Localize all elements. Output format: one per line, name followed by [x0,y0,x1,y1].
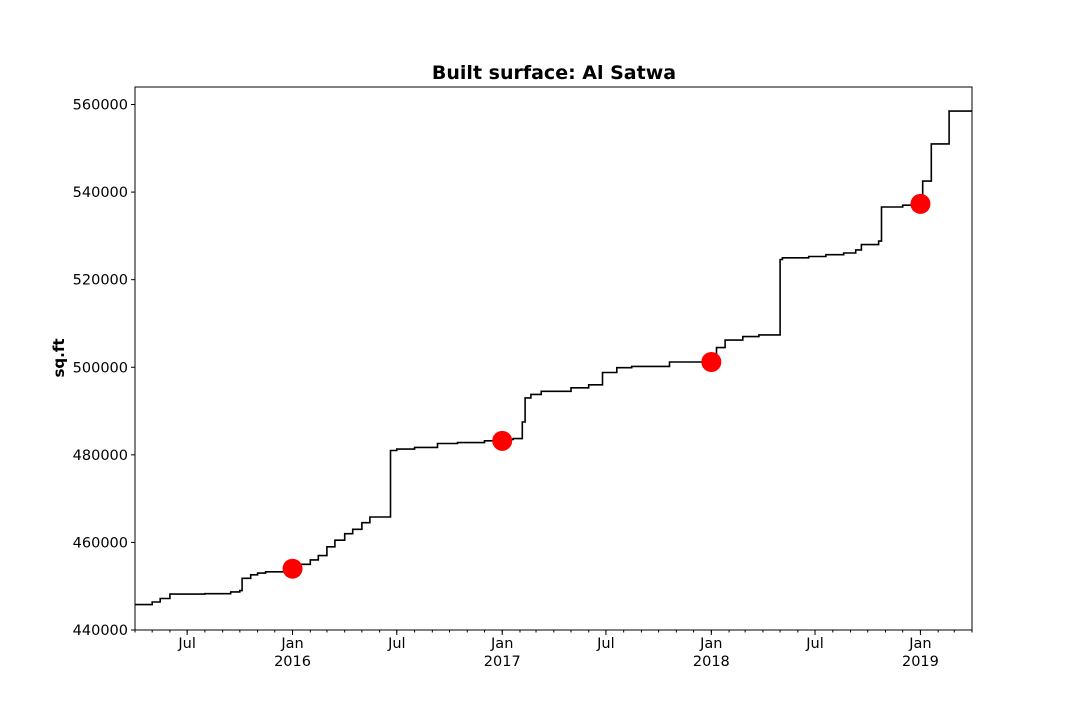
y-axis-label: sq.ft [50,338,68,377]
y-tick-label: 560000 [73,98,128,114]
x-tick-label: Jul [387,636,406,652]
y-tick-label: 440000 [73,623,128,639]
year-start-marker [492,430,513,451]
plot-frame [134,86,973,631]
built-surface-line [135,110,972,606]
x-tick-label: Jan [908,636,931,652]
x-tick-label: Jul [177,636,196,652]
y-tick-label: 460000 [73,535,128,551]
x-tick-year-label: 2019 [902,654,939,670]
x-tick-year-label: 2016 [274,654,311,670]
x-tick-label: Jan [490,636,513,652]
y-tick-label: 520000 [73,273,128,289]
year-start-marker [282,558,303,579]
chart-title: Built surface: Al Satwa [432,62,676,84]
x-tick-label: Jan [280,636,303,652]
plot-area: 440000 460000 480000 500000 520000 540000 5600… [73,86,973,670]
year-start-marker [910,193,931,214]
x-tick-year-label: 2017 [484,654,521,670]
x-tick-label: Jan [699,636,722,652]
x-tick-label: Jul [596,636,615,652]
y-tick-label: 540000 [73,185,128,201]
x-tick-year-label: 2018 [693,654,730,670]
y-tick-label: 500000 [73,360,128,376]
x-tick-label: Jul [805,636,824,652]
y-tick-label: 480000 [73,448,128,464]
year-start-marker [701,352,722,373]
